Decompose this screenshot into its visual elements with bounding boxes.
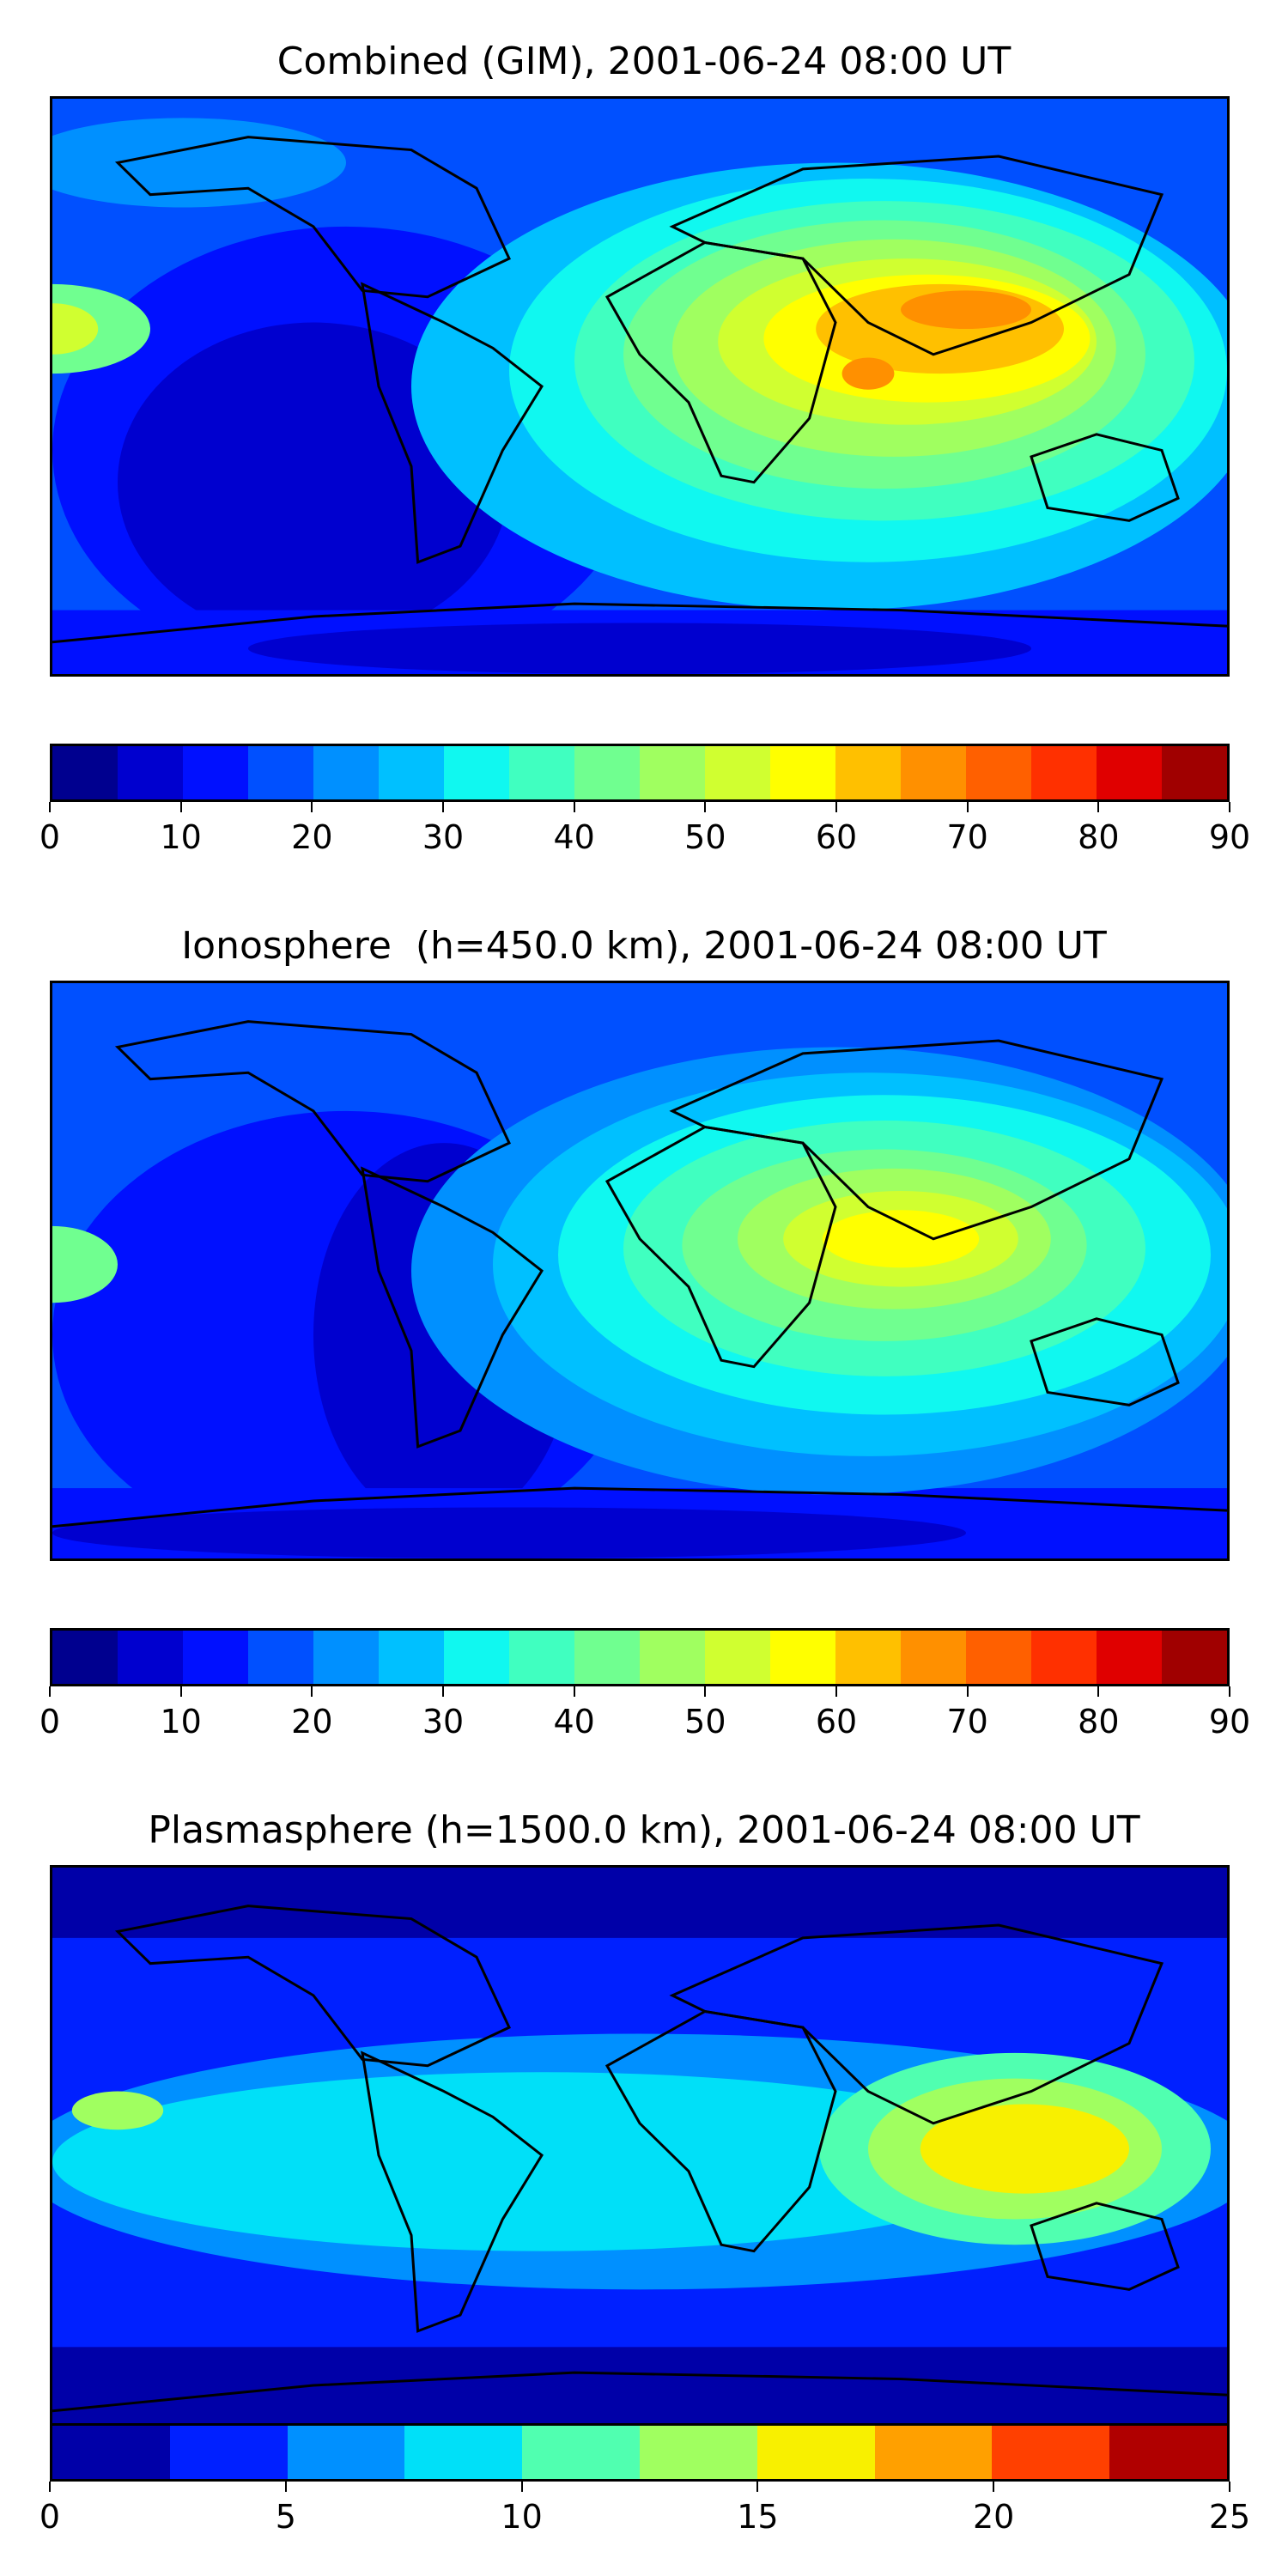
colorbar-segment	[313, 746, 379, 799]
colorbar-tick-label: 80	[1078, 818, 1120, 856]
colorbar-tick-label: 15	[737, 2498, 779, 2536]
colorbar-segment	[444, 1631, 509, 1684]
panel-title: Combined (GIM), 2001-06-24 08:00 UT	[276, 39, 1012, 83]
colorbar-tick-label: 80	[1078, 1703, 1120, 1741]
colorbar-segment	[835, 746, 901, 799]
colorbar-segment	[966, 746, 1031, 799]
colorbar-segment	[992, 2426, 1110, 2479]
colorbar-tick-label: 10	[160, 818, 202, 856]
colorbar-segment	[1097, 1631, 1162, 1684]
colorbar-segment	[52, 1631, 118, 1684]
colorbar-segment	[1031, 1631, 1097, 1684]
colorbar	[50, 2423, 1230, 2482]
colorbar-segment	[52, 2426, 170, 2479]
colorbar-segment	[183, 1631, 248, 1684]
colorbar-segment	[705, 1631, 770, 1684]
colorbar-segment	[1162, 746, 1227, 799]
colorbar-segment	[770, 746, 835, 799]
colorbar-segment	[1162, 1631, 1227, 1684]
colorbar-segment	[640, 1631, 705, 1684]
colorbar-tick-label: 5	[275, 2498, 296, 2536]
colorbar-tick-label: 20	[973, 2498, 1015, 2536]
tec-map-ionosphere	[50, 981, 1230, 1561]
colorbar-segment	[379, 1631, 444, 1684]
colorbar-segment	[966, 1631, 1031, 1684]
colorbar-segment	[1109, 2426, 1227, 2479]
colorbar-segment	[1097, 746, 1162, 799]
colorbar-tick-label: 60	[815, 818, 858, 856]
colorbar-tick-label: 0	[39, 1703, 61, 1741]
colorbar-segment	[901, 746, 966, 799]
colorbar-tick-label: 30	[422, 1703, 465, 1741]
colorbar-segment	[509, 746, 574, 799]
colorbar-tick-label: 20	[291, 818, 333, 856]
colorbar-tick-label: 60	[815, 1703, 858, 1741]
colorbar-segment	[379, 746, 444, 799]
colorbar-segment	[169, 2426, 288, 2479]
colorbar-ticks: 0 10 20 30 40 50 60 70 80 90	[39, 802, 1250, 856]
colorbar	[50, 744, 1230, 802]
colorbar-tick-label: 30	[422, 818, 465, 856]
colorbar-tick-label: 0	[39, 2498, 61, 2536]
colorbar-segment	[574, 1631, 640, 1684]
colorbar-segment	[444, 746, 509, 799]
colorbar-segment	[835, 1631, 901, 1684]
tec-map-combined	[50, 96, 1230, 677]
colorbar-segment	[248, 746, 313, 799]
colorbar-segment	[770, 1631, 835, 1684]
colorbar-tick-label: 50	[684, 1703, 726, 1741]
colorbar-tick-label: 70	[946, 1703, 988, 1741]
colorbar-segment	[522, 2426, 640, 2479]
panel-title: Ionosphere (h=450.0 km), 2001-06-24 08:0…	[181, 924, 1107, 968]
colorbar-segment	[574, 746, 640, 799]
colorbar-segment	[183, 746, 248, 799]
colorbar-segment	[248, 1631, 313, 1684]
colorbar-segment	[118, 1631, 183, 1684]
colorbar-tick-label: 90	[1208, 1703, 1251, 1741]
colorbar-tick-label: 50	[684, 818, 726, 856]
panel-title: Plasmasphere (h=1500.0 km), 2001-06-24 0…	[148, 1808, 1140, 1852]
tec-map-plasmasphere	[50, 1865, 1230, 2445]
colorbar-ticks: 0 10 20 30 40 50 60 70 80 90	[39, 1686, 1250, 1741]
colorbar-segment	[640, 746, 705, 799]
colorbar-tick-label: 10	[501, 2498, 543, 2536]
colorbar-tick-label: 20	[291, 1703, 333, 1741]
colorbar-segment	[705, 746, 770, 799]
colorbar-segment	[1031, 746, 1097, 799]
colorbar-segment	[404, 2426, 523, 2479]
colorbar-ticks: 0 5 10 15 20 25	[39, 2482, 1250, 2536]
colorbar	[50, 1628, 1230, 1686]
colorbar-tick-label: 40	[553, 818, 595, 856]
colorbar-segment	[118, 746, 183, 799]
colorbar-segment	[287, 2426, 405, 2479]
colorbar-tick-label: 10	[160, 1703, 202, 1741]
colorbar-segment	[901, 1631, 966, 1684]
colorbar-tick-label: 90	[1208, 818, 1251, 856]
colorbar-tick-label: 0	[39, 818, 61, 856]
colorbar-segment	[509, 1631, 574, 1684]
colorbar-segment	[874, 2426, 993, 2479]
colorbar-segment	[756, 2426, 875, 2479]
colorbar-tick-label: 40	[553, 1703, 595, 1741]
colorbar-segment	[313, 1631, 379, 1684]
colorbar-segment	[639, 2426, 757, 2479]
colorbar-tick-label: 25	[1208, 2498, 1251, 2536]
colorbar-segment	[52, 746, 118, 799]
colorbar-tick-label: 70	[946, 818, 988, 856]
